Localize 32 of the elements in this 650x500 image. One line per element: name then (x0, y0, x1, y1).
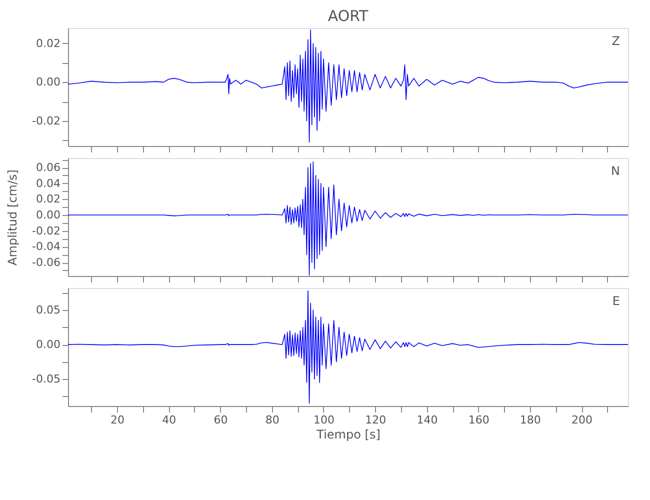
line-series (68, 162, 628, 276)
y-tick-label: -0.02 (32, 224, 60, 238)
x-tick-label: 20 (110, 414, 125, 426)
y-tick-label: 0.00 (36, 338, 60, 352)
annotation: Z (612, 34, 620, 48)
x-tick-label: 160 (468, 414, 490, 426)
x-tick-label: 200 (572, 414, 593, 426)
y-axis-title: Amplitud [cm/s] (6, 170, 20, 266)
x-tick-label: 40 (162, 414, 176, 426)
line-series (68, 290, 628, 404)
y-tick-label: 0.02 (36, 192, 60, 206)
y-tick-label: -0.04 (32, 240, 60, 254)
y-tick-label: 0.04 (36, 176, 60, 190)
x-tick-label: 80 (265, 414, 280, 426)
y-tick-label: -0.05 (32, 372, 60, 386)
annotation: N (611, 164, 620, 178)
y-tick-label: 0.06 (36, 161, 60, 174)
x-axis-title: Tiempo [s] (316, 428, 380, 442)
x-tick-label: 60 (214, 414, 228, 426)
annotation: E (612, 294, 620, 308)
y-tick-label: 0.00 (36, 208, 60, 222)
y-tick-label: -0.02 (32, 114, 60, 128)
chart-title: AORT (328, 7, 369, 25)
x-tick-label: 100 (313, 414, 334, 426)
line-series (68, 30, 628, 143)
y-tick-label: -0.06 (32, 256, 60, 270)
x-tick-label: 140 (416, 414, 438, 426)
x-tick-label: 120 (365, 414, 386, 426)
y-tick-label: 0.00 (36, 76, 60, 89)
y-tick-label: 0.02 (36, 36, 60, 50)
x-tick-label: 180 (520, 414, 541, 426)
y-tick-label: 0.05 (36, 304, 60, 317)
